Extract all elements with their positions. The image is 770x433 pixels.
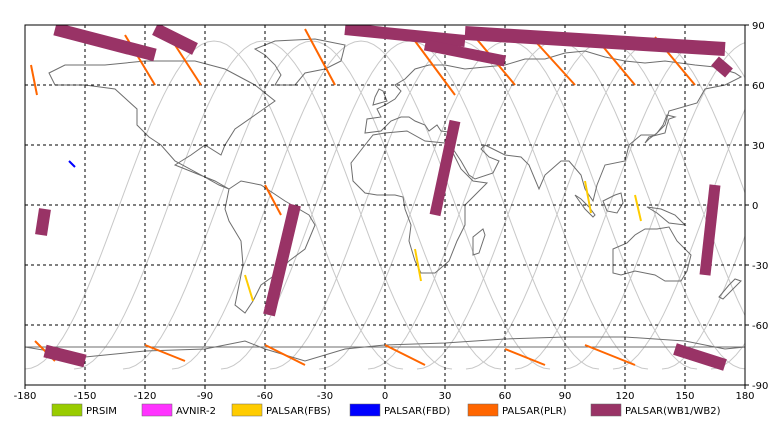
fbs-swath: [244, 274, 254, 302]
lat-tick-label: 60: [752, 81, 765, 92]
legend-label: PRSIM: [86, 406, 117, 417]
legend-swatch: [349, 403, 381, 417]
orbit-track: [612, 108, 745, 370]
plr-swath: [504, 348, 546, 366]
wb-swath: [673, 343, 727, 371]
wb-swath: [43, 344, 87, 368]
lon-tick-label: 180: [735, 391, 754, 402]
legend-item: AVNIR-2: [141, 403, 216, 417]
lat-tick-label: -90: [752, 381, 768, 392]
plr-swath: [174, 44, 202, 86]
lon-tick-label: 60: [499, 391, 512, 402]
coverage-layer: [30, 25, 733, 371]
fbd-swath: [68, 160, 76, 168]
lon-tick-label: 120: [615, 391, 634, 402]
wb-swath: [35, 208, 51, 236]
lat-tick-label: 90: [752, 21, 765, 32]
legend-label: PALSAR(FBS): [266, 406, 331, 417]
plr-swath: [264, 344, 306, 366]
lon-tick-label: -150: [74, 391, 97, 402]
coastline: [602, 192, 624, 214]
wb-swath: [152, 25, 198, 55]
wb-swath: [699, 184, 721, 276]
legend-swatch: [590, 403, 622, 417]
plr-swath: [584, 344, 636, 366]
coastline: [644, 114, 677, 144]
legend: PRSIM AVNIR-2 PALSAR(FBS) PALSAR(FBD) PALSAR…: [51, 403, 721, 417]
plr-swath: [144, 344, 186, 362]
wb-swath: [423, 39, 507, 67]
wb-swath: [464, 26, 726, 56]
plr-swath: [30, 64, 38, 96]
plr-swath: [304, 28, 336, 86]
lon-tick-label: -90: [197, 391, 213, 402]
wb-swath: [711, 56, 733, 78]
wb-swath: [429, 119, 461, 217]
legend-label: AVNIR-2: [176, 406, 216, 417]
plr-swath: [384, 344, 426, 366]
graticule-layer: [25, 25, 745, 385]
legend-swatch: [231, 403, 263, 417]
axis-ticks-layer: -180 -150 -120 -90 -60 -30 0 30 60 90 120 150 180 90 6…: [14, 21, 769, 402]
wb-swath: [263, 203, 301, 317]
lat-tick-label: -60: [752, 321, 768, 332]
orbit-track: [563, 42, 745, 370]
coastline: [253, 38, 346, 86]
lat-tick-label: 30: [752, 141, 765, 152]
lon-tick-label: -180: [14, 391, 37, 402]
lon-tick-label: -60: [257, 391, 273, 402]
fbs-swath: [584, 180, 592, 214]
legend-label: PALSAR(FBD): [384, 406, 450, 417]
orbit-track: [25, 40, 404, 370]
orbit-track: [171, 40, 551, 370]
legend-swatch: [467, 403, 499, 417]
lon-tick-label: 150: [675, 391, 694, 402]
coastline: [472, 228, 486, 256]
plr-swath: [414, 40, 456, 96]
orbit-track: [73, 40, 453, 370]
legend-swatch: [141, 403, 173, 417]
legend-label: PALSAR(WB1/WB2): [625, 406, 721, 417]
legend-item: PALSAR(PLR): [467, 403, 567, 417]
coastline: [224, 180, 316, 314]
fbs-swath: [414, 248, 422, 282]
legend-item: PRSIM: [51, 403, 117, 417]
legend-item: PALSAR(FBD): [349, 403, 450, 417]
lat-tick-label: -30: [752, 261, 768, 272]
coastline: [372, 88, 388, 106]
wb-swath: [344, 25, 466, 47]
plr-swath: [534, 40, 576, 86]
lon-tick-label: 30: [439, 391, 452, 402]
legend-label: PALSAR(PLR): [502, 406, 567, 417]
legend-item: PALSAR(FBS): [231, 403, 331, 417]
wb-swath: [53, 25, 157, 62]
lat-tick-label: 0: [752, 201, 758, 212]
lon-tick-label: -30: [317, 391, 333, 402]
coastline: [574, 194, 596, 218]
orbit-track: [661, 234, 745, 370]
legend-swatch: [51, 403, 83, 417]
coastline: [350, 130, 489, 274]
fbs-swath: [634, 194, 642, 222]
lon-tick-label: 90: [559, 391, 572, 402]
plr-swath: [264, 184, 282, 216]
coastline: [48, 60, 276, 190]
lon-tick-label: -120: [134, 391, 157, 402]
legend-item: PALSAR(WB1/WB2): [590, 403, 721, 417]
coastline: [718, 278, 742, 300]
coastline: [612, 226, 692, 282]
lon-tick-label: 0: [382, 391, 388, 402]
